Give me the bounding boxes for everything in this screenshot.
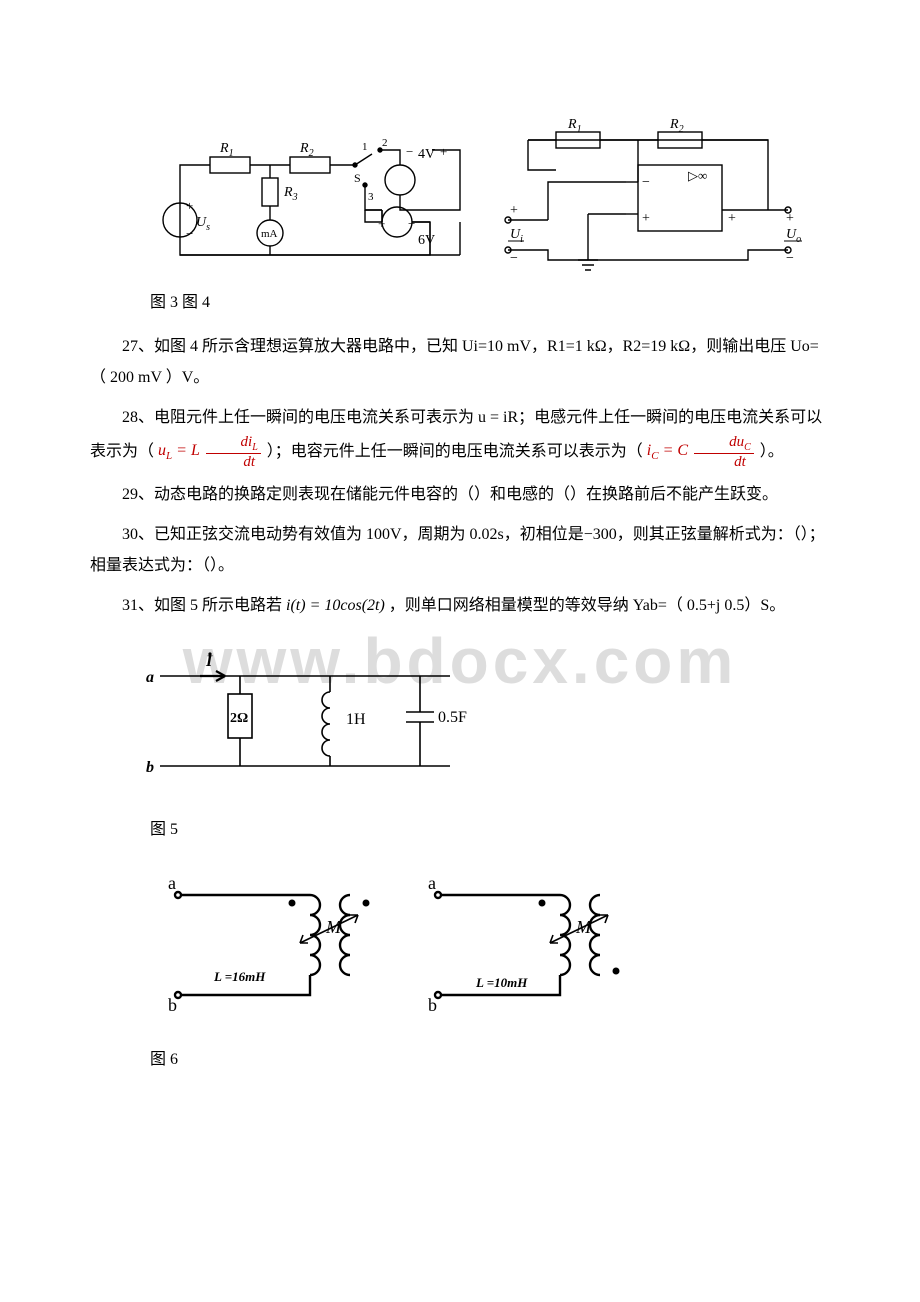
svg-text:−: −: [510, 251, 518, 266]
svg-text:+: +: [786, 211, 794, 226]
svg-text:6V: 6V: [418, 233, 435, 248]
q28-formula-uL: uL = L diLdt: [158, 442, 267, 459]
figure-3: R1 R2 R3 Us mA S 1 2 3 4V 6V +− −+ +−: [150, 110, 470, 280]
svg-text:+: +: [728, 211, 736, 226]
caption-fig-3-4: 图 3 图 4: [150, 288, 830, 318]
svg-text:a: a: [146, 669, 154, 686]
question-29: 29、动态电路的换路定则表现在储能元件电容的（）和电感的（）在换路前后不能产生跃…: [90, 480, 830, 510]
svg-text:M: M: [325, 917, 342, 937]
svg-text:S: S: [354, 171, 361, 185]
svg-text:3: 3: [368, 191, 374, 203]
figure-4: R1 R2 Ui Uo ▷∞ − + + + − + −: [488, 110, 808, 280]
svg-text:2Ω: 2Ω: [230, 711, 248, 726]
svg-text:b: b: [168, 995, 177, 1015]
svg-text:−: −: [786, 251, 794, 266]
svg-text:−: −: [186, 226, 193, 241]
svg-text:I: I: [205, 653, 213, 670]
svg-text:Us: Us: [196, 215, 210, 233]
question-28: 28、电阻元件上任一瞬间的电压电流关系可表示为 u = iR；电感元件上任一瞬间…: [90, 403, 830, 470]
q31-text-a: 31、如图 5 所示电路若: [122, 597, 282, 614]
figures-row-3-4: R1 R2 R3 Us mA S 1 2 3 4V 6V +− −+ +−: [150, 110, 830, 280]
svg-text:a: a: [428, 873, 436, 893]
caption-fig-5: 图 5: [150, 815, 830, 845]
page: R1 R2 R3 Us mA S 1 2 3 4V 6V +− −+ +−: [0, 0, 920, 1149]
svg-text:b: b: [146, 759, 154, 776]
svg-text:4V: 4V: [418, 147, 435, 162]
svg-text:+: +: [378, 216, 385, 231]
question-30: 30、已知正弦交流电动势有效值为 100V，周期为 0.02s，初相位是−300…: [90, 520, 830, 581]
svg-text:−: −: [642, 175, 650, 190]
figure-5-wrap: I a b 2Ω 1H 0.5F: [130, 636, 830, 807]
question-27: 27、如图 4 所示含理想运算放大器电路中，已知 Ui=10 mV，R1=1 k…: [90, 332, 830, 393]
svg-text:L =10mH: L =10mH: [475, 975, 528, 990]
svg-text:+: +: [186, 198, 193, 213]
figure-6-wrap: a b a b M M L =16mH L =10mH: [150, 865, 830, 1036]
svg-text:R3: R3: [283, 185, 298, 203]
svg-text:Ui: Ui: [510, 227, 523, 245]
svg-text:b: b: [428, 995, 437, 1015]
svg-text:▷∞: ▷∞: [688, 168, 707, 183]
svg-text:1H: 1H: [346, 711, 366, 728]
svg-text:Uo: Uo: [786, 227, 801, 245]
svg-text:+: +: [642, 211, 650, 226]
svg-text:2: 2: [382, 137, 388, 149]
question-31: 31、如图 5 所示电路若 i(t) = 10cos(2t) ，则单口网络相量模…: [90, 591, 830, 621]
svg-text:+: +: [510, 203, 518, 218]
figure-6: a b a b M M L =16mH L =10mH: [150, 865, 670, 1025]
svg-text:L =16mH: L =16mH: [213, 969, 266, 984]
svg-text:0.5F: 0.5F: [438, 709, 467, 726]
q28-text-c: ）。: [760, 442, 784, 459]
caption-fig-6: 图 6: [150, 1045, 830, 1075]
q31-formula: i(t) = 10cos(2t): [286, 597, 385, 614]
svg-text:mA: mA: [261, 228, 278, 240]
q28-text-b: ）；电容元件上任一瞬间的电压电流关系可以表示为（: [267, 442, 643, 459]
figure-5: I a b 2Ω 1H 0.5F: [130, 636, 490, 796]
q31-text-b: ，则单口网络相量模型的等效导纳 Yab=（ 0.5+j 0.5）S。: [389, 597, 785, 614]
svg-text:−: −: [408, 216, 415, 231]
svg-text:a: a: [168, 873, 176, 893]
svg-text:1: 1: [362, 141, 368, 153]
svg-text:−: −: [406, 144, 413, 159]
svg-text:+: +: [440, 144, 447, 159]
svg-text:M: M: [575, 917, 592, 937]
q28-formula-iC: iC = C duCdt: [647, 442, 760, 459]
